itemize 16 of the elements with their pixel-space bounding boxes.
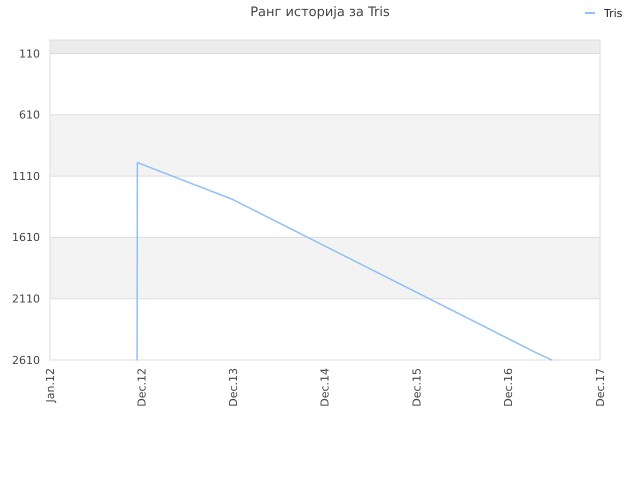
line-series: [136, 162, 553, 361]
x-tick-label: Dec.12: [135, 368, 148, 407]
x-tick-label: Dec.17: [594, 368, 607, 407]
legend-label: Tris: [603, 6, 623, 20]
y-tick-label: 1110: [12, 170, 40, 183]
x-tick-label: Dec.15: [410, 368, 424, 407]
y-tick-label: 610: [19, 108, 40, 122]
chart-title: Ранг историја за Tris: [250, 5, 390, 20]
x-tick-label: Dec.16: [502, 368, 516, 407]
y-tick-label: 110: [19, 47, 40, 60]
x-tick-label: Jan.12: [44, 368, 57, 404]
y-tick-label: 2110: [12, 292, 40, 306]
y-tick-label: 2610: [12, 354, 40, 367]
x-tick-label: Dec.13: [227, 368, 240, 407]
x-tick-label: Dec.14: [318, 368, 332, 407]
y-tick-label: 1610: [12, 231, 40, 244]
